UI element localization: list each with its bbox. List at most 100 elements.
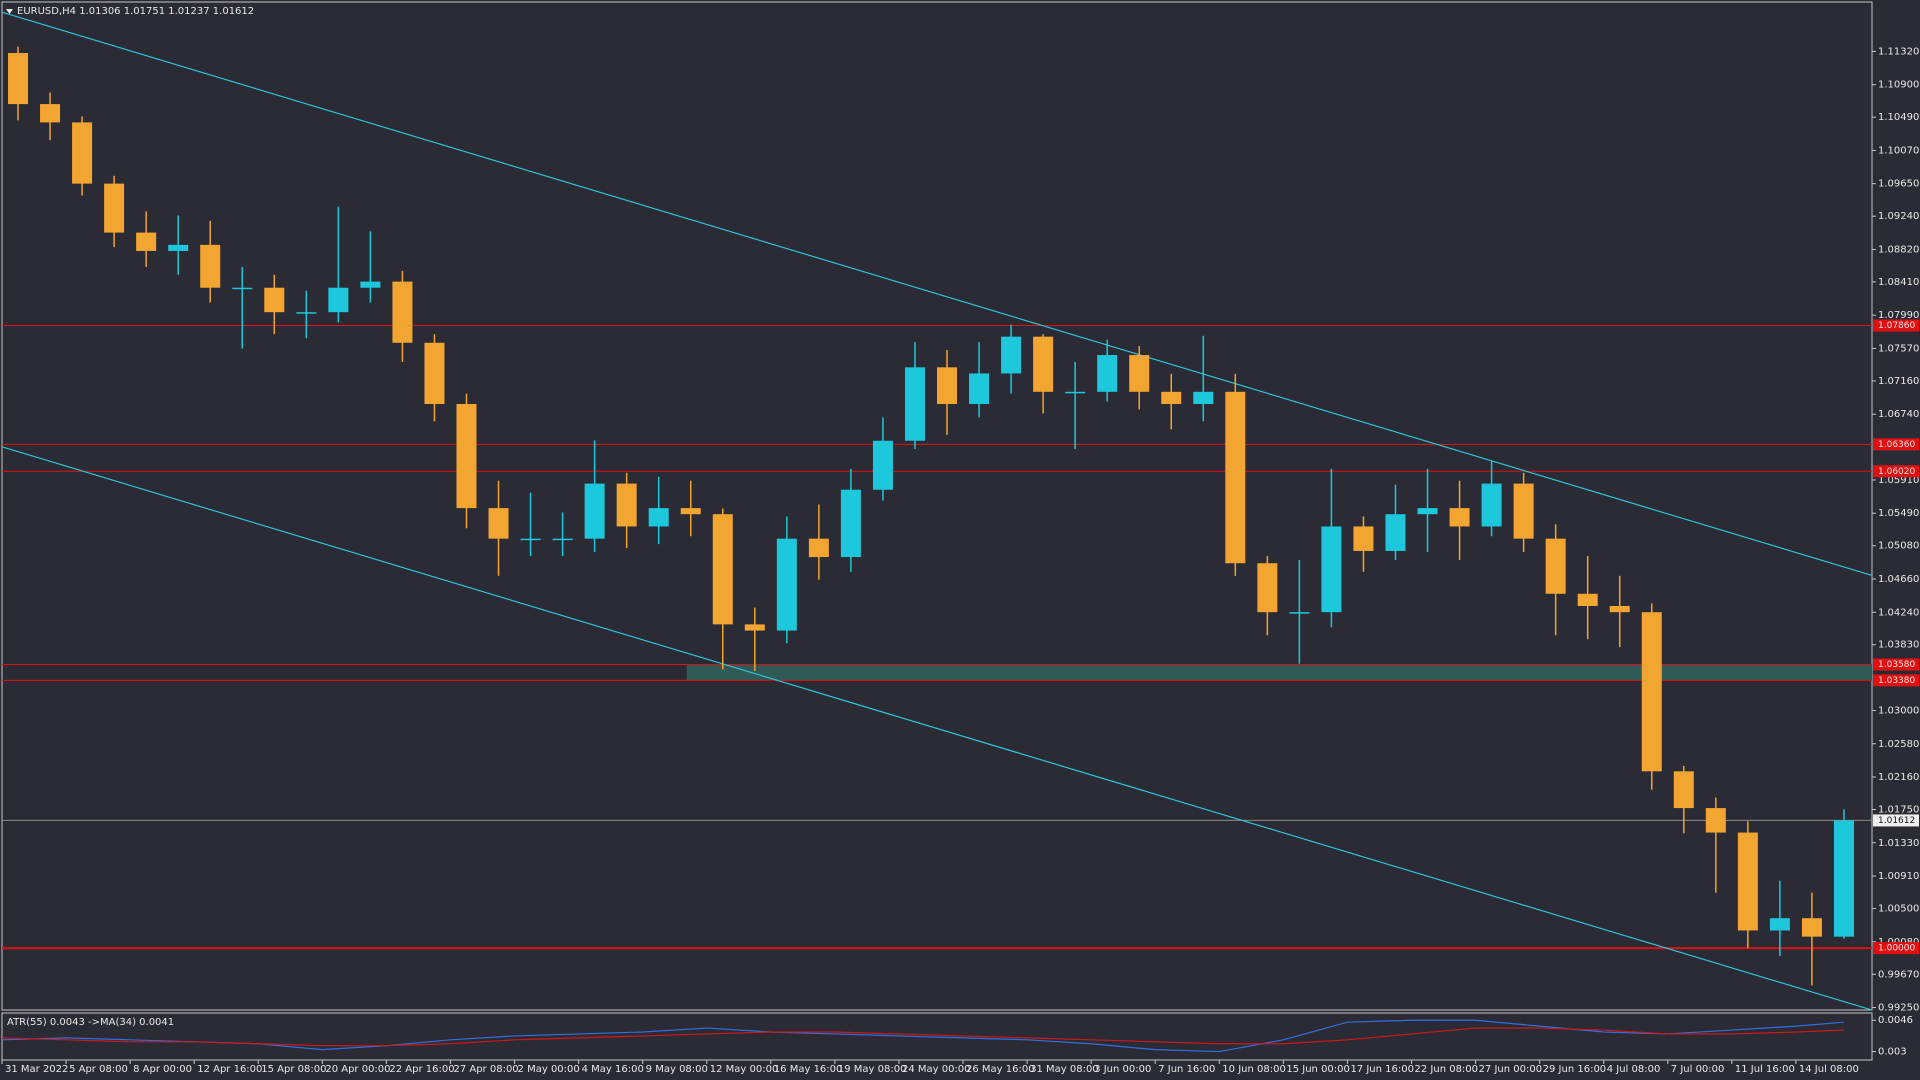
y-tick-label: 1.10070: [1878, 145, 1919, 156]
level-label: 1.03380: [1878, 676, 1915, 686]
candle-body: [232, 287, 253, 290]
candle-body: [40, 104, 61, 123]
x-tick-label: 8 Apr 00:00: [133, 1064, 192, 1075]
y-tick-label: 1.06740: [1878, 409, 1919, 420]
y-tick-label: 1.04660: [1878, 574, 1919, 585]
level-label-box: [1873, 658, 1919, 671]
candle-body: [680, 508, 701, 515]
y-tick-label: 1.02160: [1878, 772, 1919, 783]
candle-body: [1801, 918, 1822, 937]
candle-body: [744, 624, 765, 631]
y-tick-label: 1.05080: [1878, 541, 1919, 552]
candle-body: [1545, 538, 1566, 594]
candle-body: [872, 440, 893, 490]
y-tick-label: 1.00910: [1878, 871, 1919, 882]
candle-body: [584, 483, 605, 539]
y-tick-label: 1.01330: [1878, 838, 1919, 849]
candle-body: [1705, 808, 1726, 833]
candle-body: [1449, 508, 1470, 527]
candle-body: [1673, 771, 1694, 809]
candle-body: [904, 367, 925, 441]
candle-body: [296, 312, 317, 314]
indicator-frame: [1, 1012, 1873, 1061]
candle-body: [840, 489, 861, 558]
candle-body: [1129, 355, 1150, 392]
x-tick-label: 27 Apr 08:00: [453, 1064, 518, 1075]
candle-body: [72, 122, 93, 184]
level-label-box: [1873, 465, 1919, 478]
candle-body: [1193, 391, 1214, 404]
x-tick-label: 4 May 16:00: [582, 1064, 644, 1075]
main-frame: [1, 1, 1873, 1011]
x-tick-label: 9 May 08:00: [646, 1064, 708, 1075]
current-price-box: [1873, 814, 1919, 827]
candle-body: [937, 367, 958, 404]
x-tick-label: 12 Apr 16:00: [197, 1064, 262, 1075]
candle-body: [1225, 391, 1246, 564]
y-tick-label: 1.04240: [1878, 607, 1919, 618]
y-tick-label: 1.07160: [1878, 376, 1919, 387]
x-tick-label: 7 Jun 16:00: [1158, 1064, 1215, 1075]
x-tick-label: 2 May 00:00: [518, 1064, 580, 1075]
y-tick-label: 1.07990: [1878, 310, 1919, 321]
y-tick-label: 0.99250: [1878, 1003, 1919, 1014]
y-tick-label: 1.03830: [1878, 640, 1919, 651]
candle-body: [200, 244, 221, 288]
x-tick-label: 10 Jun 08:00: [1222, 1064, 1286, 1075]
x-tick-label: 14 Jul 08:00: [1799, 1064, 1859, 1075]
candle-body: [1641, 612, 1662, 772]
candle-body: [969, 373, 990, 404]
x-tick-label: 29 Jun 16:00: [1543, 1064, 1607, 1075]
y-tick-label: 1.03000: [1878, 705, 1919, 716]
x-tick-label: 3 Jun 00:00: [1094, 1064, 1151, 1075]
candle-body: [1737, 832, 1758, 931]
y-tick-label: 1.05490: [1878, 508, 1919, 519]
y-tick-label: 1.05910: [1878, 475, 1919, 486]
candle-body: [776, 538, 797, 631]
y-tick-label: 1.01750: [1878, 805, 1919, 816]
trend-line: [1, 11, 1873, 576]
y-tick-label: 1.09240: [1878, 211, 1919, 222]
candle-body: [1385, 514, 1406, 551]
candle-body: [456, 404, 477, 509]
candle-body: [104, 183, 125, 233]
x-tick-label: 19 May 08:00: [838, 1064, 907, 1075]
candle-body: [8, 52, 29, 105]
level-label: 1.03580: [1878, 660, 1915, 670]
x-tick-label: 24 May 00:00: [902, 1064, 971, 1075]
x-tick-label: 7 Jul 00:00: [1671, 1064, 1725, 1075]
level-label: 1.06360: [1878, 440, 1915, 450]
candle-body: [1833, 820, 1854, 937]
x-tick-label: 15 Jun 00:00: [1286, 1064, 1350, 1075]
current-price-label: 1.01612: [1878, 816, 1915, 826]
x-tick-label: 31 May 08:00: [1030, 1064, 1099, 1075]
level-label: 1.00000: [1878, 944, 1915, 954]
indicator-title: ATR(55) 0.0043 ->MA(34) 0.0041: [7, 1017, 174, 1028]
indicator-tick-label: 0.0046: [1878, 1015, 1913, 1026]
candle-body: [392, 281, 413, 343]
candle-body: [136, 232, 157, 251]
x-tick-label: 26 May 16:00: [966, 1064, 1035, 1075]
candle-body: [1065, 391, 1086, 394]
menu-icon[interactable]: [6, 9, 13, 14]
candle-body: [616, 483, 637, 527]
level-label-box: [1873, 674, 1919, 687]
candle-body: [1001, 336, 1022, 374]
candle-body: [520, 538, 541, 541]
x-tick-label: 16 May 16:00: [774, 1064, 843, 1075]
candle-body: [1481, 483, 1502, 527]
candle-body: [808, 538, 829, 558]
candle-body: [360, 281, 381, 288]
candle-body: [1289, 612, 1310, 614]
y-tick-label: 1.00500: [1878, 904, 1919, 915]
indicator-line: [1, 1027, 1844, 1047]
x-tick-label: 31 Mar 2022: [5, 1064, 68, 1075]
candle-body: [1769, 918, 1790, 931]
candle-body: [1161, 391, 1182, 404]
candle-body: [1353, 526, 1374, 551]
y-tick-label: 1.11320: [1878, 46, 1919, 57]
x-tick-label: 27 Jun 00:00: [1479, 1064, 1543, 1075]
candle-body: [1513, 483, 1534, 539]
candle-body: [1417, 508, 1438, 515]
